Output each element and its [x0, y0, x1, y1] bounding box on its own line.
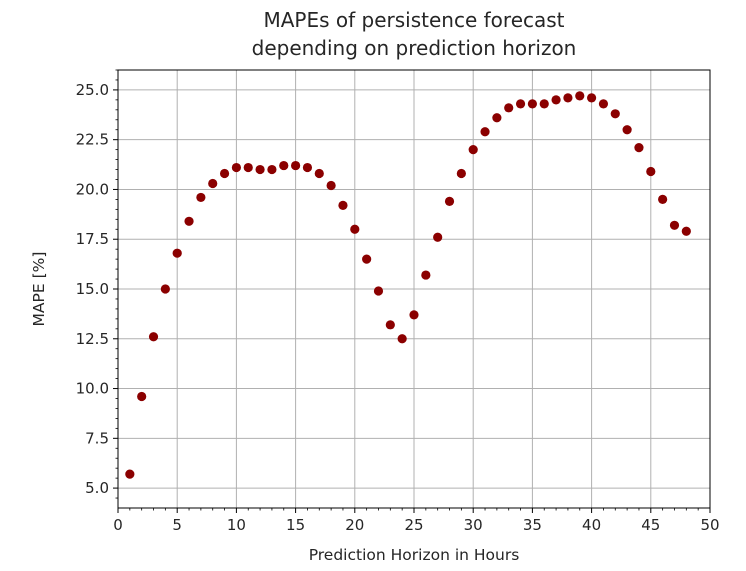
data-point [610, 109, 620, 119]
data-point [231, 162, 241, 173]
data-point [456, 168, 466, 179]
data-point [219, 168, 230, 179]
data-point [646, 166, 656, 177]
x-axis-label: Prediction Horizon in Hours [309, 546, 520, 564]
y-tick-label: 25.0 [76, 81, 109, 99]
y-tick-label: 7.5 [85, 429, 109, 447]
chart-title-line-1: MAPEs of persistence forecast [263, 8, 564, 32]
data-point [634, 143, 644, 153]
data-point [433, 232, 443, 242]
data-point [208, 178, 218, 189]
x-tick-label: 15 [286, 516, 305, 534]
data-point [267, 164, 277, 175]
y-tick-label: 20.0 [76, 180, 109, 198]
data-point [137, 391, 147, 402]
data-point [515, 99, 526, 109]
data-point [160, 284, 170, 294]
data-point [338, 200, 348, 210]
chart-title-line-2: depending on prediction horizon [252, 36, 577, 60]
y-tick-label: 22.5 [76, 131, 109, 149]
x-tick-label: 30 [464, 516, 483, 534]
y-tick-label: 5.0 [85, 479, 109, 497]
data-point [527, 99, 538, 109]
data-point [291, 160, 301, 171]
x-axis-ticks: 0 5 10 15 20 25 30 35 40 45 50 [113, 508, 720, 534]
data-point [350, 224, 360, 234]
data-point [587, 93, 597, 103]
data-point [373, 286, 384, 296]
y-tick-label: 17.5 [76, 230, 109, 248]
x-tick-label: 20 [345, 516, 364, 534]
data-point [539, 99, 549, 109]
data-point [302, 162, 313, 173]
x-tick-label: 35 [523, 516, 542, 534]
x-tick-label: 40 [582, 516, 601, 534]
data-point [279, 160, 289, 171]
data-point [551, 95, 561, 105]
data-point [598, 99, 609, 109]
data-point [492, 113, 502, 123]
y-tick-label: 15.0 [76, 280, 109, 298]
data-point [409, 310, 419, 320]
minor-ticks [115, 69, 699, 511]
data-point [184, 216, 194, 226]
data-point [172, 248, 182, 258]
data-point [444, 196, 455, 206]
data-point [397, 334, 407, 344]
y-axis-ticks: 5.0 7.5 10.0 12.5 15.0 17.5 20.0 22.5 25.0 [76, 81, 118, 497]
x-tick-label: 50 [700, 516, 719, 534]
data-point [681, 226, 691, 236]
data-point [468, 145, 478, 155]
data-point [480, 127, 490, 137]
data-point [421, 270, 431, 280]
x-tick-label: 25 [404, 516, 423, 534]
data-point [658, 194, 668, 205]
data-point [314, 168, 324, 179]
data-point [362, 254, 372, 264]
y-tick-label: 10.0 [76, 380, 109, 398]
x-tick-label: 0 [113, 516, 123, 534]
data-point [669, 220, 680, 230]
data-points [125, 91, 691, 479]
data-point [196, 192, 206, 203]
x-tick-label: 5 [172, 516, 182, 534]
data-point [125, 469, 135, 479]
data-point [385, 320, 395, 330]
data-point [575, 91, 585, 101]
data-point [326, 180, 336, 191]
x-tick-label: 45 [641, 516, 660, 534]
data-point [255, 164, 265, 175]
data-point [148, 332, 159, 342]
data-point [243, 162, 253, 173]
data-point [622, 125, 632, 135]
y-tick-label: 12.5 [76, 330, 109, 348]
x-tick-label: 10 [227, 516, 246, 534]
data-point [563, 93, 573, 103]
y-axis-label: MAPE [%] [30, 252, 48, 327]
data-point [504, 103, 514, 113]
